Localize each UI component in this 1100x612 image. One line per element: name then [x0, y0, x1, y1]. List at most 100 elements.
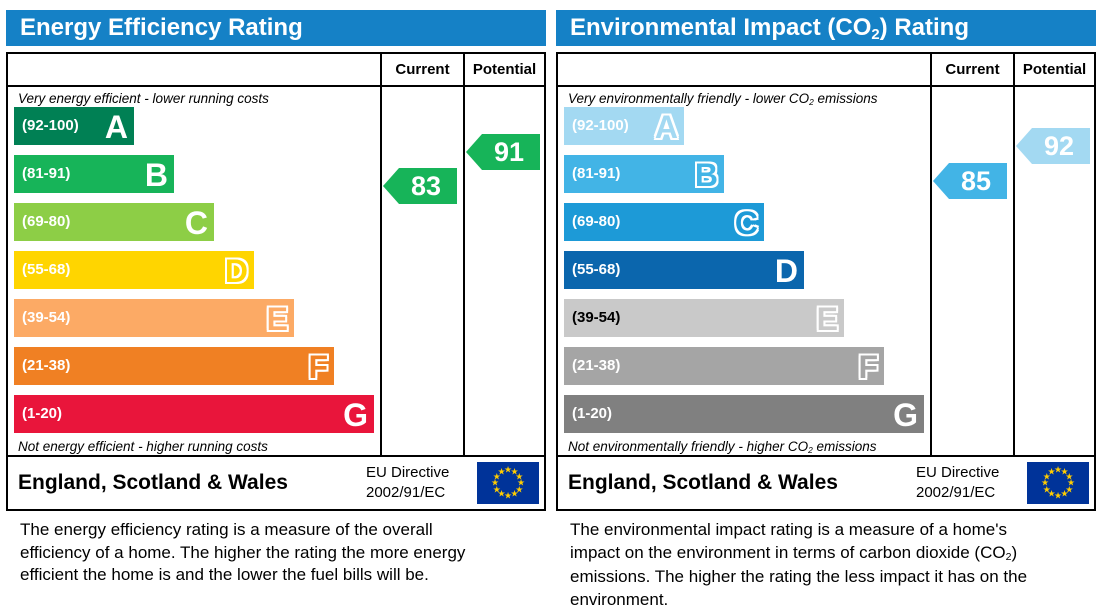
band-range-label: (92-100)	[572, 117, 629, 134]
eu-flag-star-icon: ★	[510, 466, 519, 477]
band-range-label: (21-38)	[22, 357, 71, 374]
band-c: (69-80) C	[564, 203, 764, 241]
eu-directive-label: EU Directive 2002/91/EC	[916, 464, 1000, 501]
current-column-header: Current	[395, 61, 450, 78]
band-range-label: (55-68)	[572, 261, 621, 278]
band-g: (1-20) G	[564, 395, 924, 433]
band-b: (81-91) B	[564, 155, 724, 193]
left-arrow-shape	[466, 134, 540, 170]
eu-flag-star-icon: ★	[1053, 490, 1063, 501]
eu-flag-star-icon: ★	[503, 490, 513, 501]
band-f: (21-38) F	[14, 347, 334, 385]
region-label: England, Scotland & Wales	[18, 471, 288, 494]
eu-flag-star-icon: ★	[492, 471, 501, 481]
panel-title-text: Energy Efficiency Rating	[20, 14, 303, 41]
rating-bands: (92-100) A (81-91) B (69-80) C (55-68) D (39-54)…	[14, 107, 380, 455]
panel-title: Energy Efficiency Rating	[6, 10, 546, 46]
eu-flag-icon: ★ ★ ★ ★ ★ ★ ★ ★ ★ ★ ★ ★	[477, 462, 539, 504]
band-letter: B	[144, 157, 168, 193]
band-range-label: (81-91)	[572, 165, 621, 182]
potential-column-header: Potential	[472, 61, 537, 78]
column-divider	[380, 54, 382, 455]
band-range-label: (69-80)	[22, 213, 71, 230]
energy-efficiency-panel: Energy Efficiency Rating Current Potenti…	[6, 0, 546, 612]
potential-column-header: Potential	[1022, 61, 1087, 78]
eu-flag-star-icon: ★	[497, 466, 506, 477]
band-b: (81-91) B	[14, 155, 174, 193]
top-caption: Very environmentally friendly - lower CO…	[568, 91, 878, 108]
band-range-label: (69-80)	[572, 213, 621, 230]
band-d: (55-68) D	[564, 251, 804, 289]
eu-flag-star-icon: ★	[1053, 464, 1063, 475]
eu-directive-label: EU Directive 2002/91/EC	[366, 464, 450, 501]
eu-flag-star-icon: ★	[497, 488, 506, 499]
potential-rating-value: 92	[1043, 131, 1075, 161]
band-range-label: (1-20)	[572, 405, 613, 422]
bottom-caption: Not energy efficient - higher running co…	[18, 439, 268, 454]
eu-flag-icon: ★ ★ ★ ★ ★ ★ ★ ★ ★ ★ ★ ★	[1027, 462, 1089, 504]
eu-flag-star-icon: ★	[490, 477, 500, 488]
band-range-label: (21-38)	[572, 357, 621, 374]
eu-flag-star-icon: ★	[515, 484, 524, 494]
band-letter: A	[104, 109, 128, 145]
eu-flag-star-icon: ★	[1042, 471, 1051, 481]
band-d: (55-68) D	[14, 251, 254, 289]
eu-flag-star-icon: ★	[503, 464, 513, 475]
eu-flag-star-icon: ★	[1060, 466, 1069, 477]
rating-description: The environmental impact rating is a mea…	[570, 520, 1028, 609]
left-arrow-shape	[383, 168, 457, 204]
band-letter: D	[774, 253, 798, 289]
band-range-label: (92-100)	[22, 117, 79, 134]
rating-chart: Current Potential Very environmentally f…	[556, 52, 1096, 511]
eu-flag-star-icon: ★	[510, 488, 519, 499]
band-letter: G	[343, 397, 368, 433]
column-divider	[463, 54, 465, 455]
current-column-header: Current	[945, 61, 1000, 78]
band-letter: A	[654, 109, 678, 145]
rating-chart: Current Potential Very energy efficient …	[6, 52, 546, 511]
band-range-label: (1-20)	[22, 405, 63, 422]
footer-row-divider	[558, 455, 1094, 457]
band-letter: F	[308, 349, 328, 385]
band-letter: C	[734, 205, 758, 241]
eu-flag-star-icon: ★	[1042, 484, 1051, 494]
potential-rating-arrow: 92	[1015, 127, 1091, 165]
band-c: (69-80) C	[14, 203, 214, 241]
band-range-label: (81-91)	[22, 165, 71, 182]
column-divider	[1013, 54, 1015, 455]
band-letter: E	[266, 301, 288, 337]
band-range-label: (39-54)	[572, 309, 621, 326]
left-arrow-shape	[1016, 128, 1090, 164]
band-letter: B	[694, 157, 718, 193]
current-rating-value: 83	[410, 171, 442, 201]
chart-footer: England, Scotland & Wales EU Directive 2…	[8, 457, 544, 509]
band-letter: D	[224, 253, 248, 289]
left-arrow-shape	[933, 163, 1007, 199]
eu-flag-star-icon: ★	[1040, 477, 1050, 488]
eu-flag-star-icon: ★	[516, 477, 526, 488]
region-label: England, Scotland & Wales	[568, 471, 838, 494]
band-e: (39-54) E	[564, 299, 844, 337]
band-range-label: (55-68)	[22, 261, 71, 278]
top-caption: Very energy efficient - lower running co…	[18, 91, 269, 106]
header-row-divider	[558, 85, 1094, 87]
band-letter: E	[816, 301, 838, 337]
eu-flag-star-icon: ★	[1065, 484, 1074, 494]
potential-rating-value: 91	[493, 137, 525, 167]
eu-flag-star-icon: ★	[1047, 466, 1056, 477]
current-rating-arrow: 85	[932, 162, 1008, 200]
band-letter: G	[893, 397, 918, 433]
band-a: (92-100) A	[14, 107, 134, 145]
band-e: (39-54) E	[14, 299, 294, 337]
band-letter: F	[858, 349, 878, 385]
eu-flag-star-icon: ★	[1065, 471, 1074, 481]
band-range-label: (39-54)	[22, 309, 71, 326]
footer-row-divider	[8, 455, 544, 457]
band-a: (92-100) A	[564, 107, 684, 145]
band-letter: C	[184, 205, 208, 241]
current-rating-value: 85	[960, 166, 992, 196]
rating-description: The energy efficiency rating is a measur…	[20, 520, 466, 584]
panel-title-text: Environmental Impact (CO	[570, 14, 872, 41]
eu-flag-star-icon: ★	[1060, 488, 1069, 499]
environmental-impact-panel: Environmental Impact (CO2) Rating Curren…	[556, 0, 1096, 612]
